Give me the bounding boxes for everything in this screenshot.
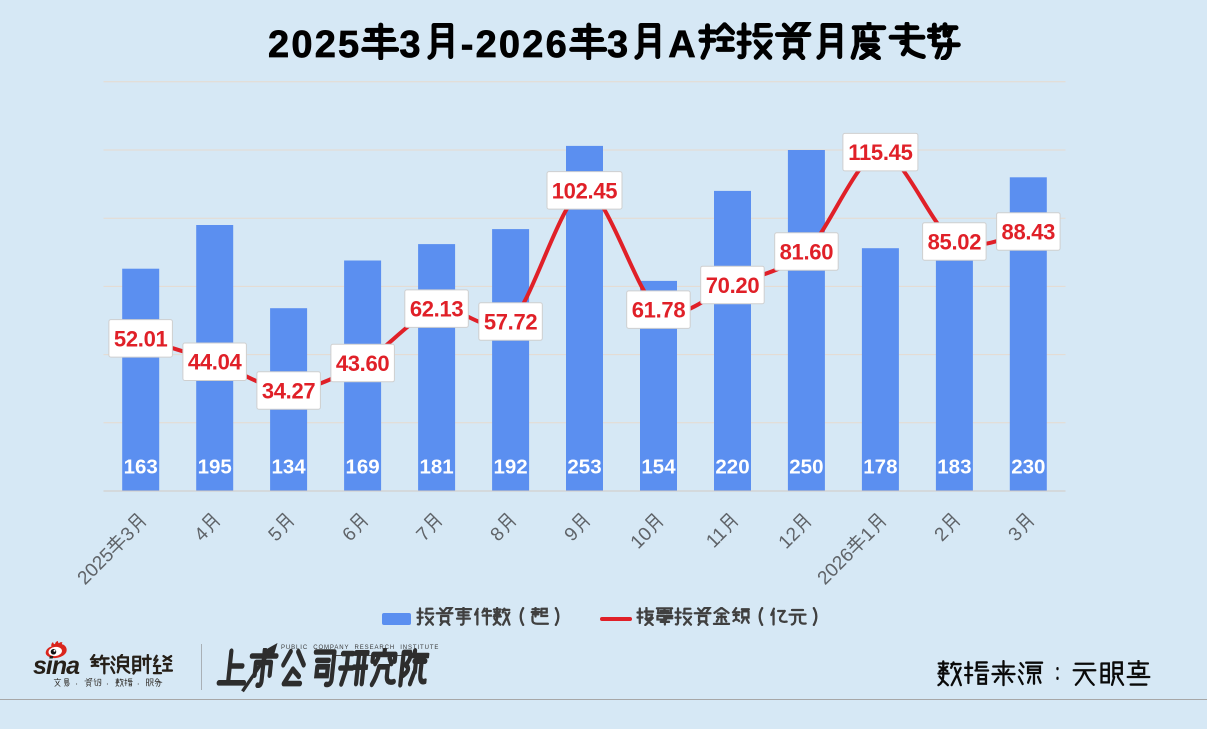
svg-text:102.45: 102.45 <box>552 178 618 203</box>
svg-text:88.43: 88.43 <box>1002 220 1056 245</box>
svg-text:250: 250 <box>789 456 823 479</box>
svg-text:85.02: 85.02 <box>928 230 982 255</box>
svg-text:163: 163 <box>124 456 158 479</box>
svg-text:154: 154 <box>641 456 676 479</box>
svg-text:61.78: 61.78 <box>632 298 686 323</box>
svg-text:43.60: 43.60 <box>336 351 390 376</box>
svg-text:44.04: 44.04 <box>188 350 243 375</box>
svg-text:192: 192 <box>493 456 527 479</box>
svg-text:34.27: 34.27 <box>262 378 316 403</box>
svg-text:81.60: 81.60 <box>780 240 834 265</box>
svg-text:52.01: 52.01 <box>114 326 168 351</box>
svg-text:169: 169 <box>345 456 379 479</box>
svg-text:134: 134 <box>271 456 306 479</box>
svg-text:183: 183 <box>937 456 971 479</box>
svg-text:62.13: 62.13 <box>410 297 464 322</box>
svg-text:178: 178 <box>863 456 897 479</box>
svg-text:70.20: 70.20 <box>706 273 760 298</box>
svg-text:195: 195 <box>198 456 232 479</box>
svg-text:253: 253 <box>567 456 601 479</box>
svg-text:230: 230 <box>1011 456 1045 479</box>
svg-text:115.45: 115.45 <box>848 140 912 165</box>
svg-text:220: 220 <box>715 456 749 479</box>
svg-text:181: 181 <box>419 456 453 479</box>
svg-text:57.72: 57.72 <box>484 310 538 335</box>
